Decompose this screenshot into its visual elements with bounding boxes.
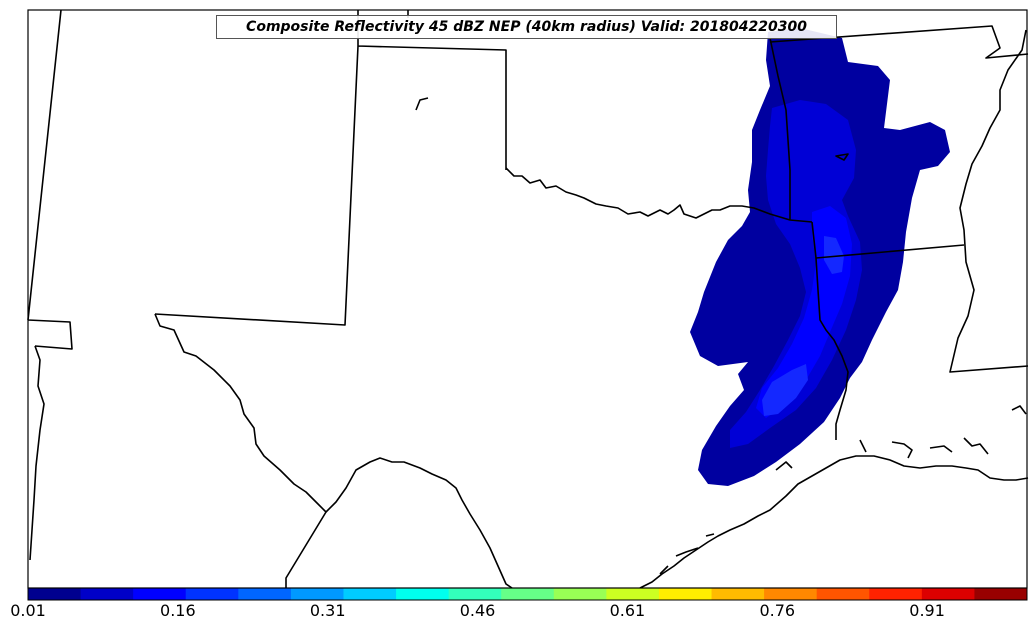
- gulf-coastline: [639, 455, 1029, 589]
- colorbar-segment: [553, 588, 607, 600]
- new-mexico-east-border: [154, 10, 507, 326]
- colorbar-segment: [343, 588, 397, 600]
- state-boundaries: [27, 9, 1029, 589]
- colorbar-segment: [28, 588, 82, 600]
- colorbar-segment: [133, 588, 187, 600]
- texas-west-border: [154, 313, 513, 589]
- map-title: Composite Reflectivity 45 dBZ NEP (40km …: [216, 15, 837, 39]
- probability-core-region: [762, 236, 844, 416]
- lake-marker-ar: [835, 153, 849, 161]
- mississippi-river: [949, 29, 1029, 373]
- colorbar-segment: [816, 588, 870, 600]
- arkansas-north-border: [769, 25, 1029, 59]
- colorbar-segment: [869, 588, 923, 600]
- colorbar-segment: [711, 588, 765, 600]
- colorbar-tick-label: 0.46: [459, 601, 496, 620]
- colorbar-tick-label: 0.91: [909, 601, 945, 620]
- lake-marker-nm: [415, 97, 429, 111]
- colorbar-segment: [921, 588, 975, 600]
- colorbar-segment: [448, 588, 502, 600]
- colorbar-tick-label: 0.31: [309, 601, 346, 620]
- colorbar-segment: [396, 588, 450, 600]
- colorbar: [27, 587, 1028, 601]
- new-mexico-border: [27, 9, 73, 350]
- colorbar-segment: [658, 588, 713, 600]
- colorbar-tick-label: 0.01: [10, 601, 46, 620]
- arkansas-west-border: [769, 37, 791, 220]
- probability-mid-region: [730, 100, 862, 448]
- coastal-islands: [659, 405, 1027, 575]
- chihuahua-border: [285, 511, 327, 588]
- oklahoma-red-river-border: [505, 167, 813, 223]
- mexico-border-west: [29, 345, 45, 561]
- colorbar-segment: [501, 588, 555, 600]
- arkansas-louisiana-border: [815, 244, 965, 259]
- colorbar-segment: [764, 588, 818, 600]
- colorbar-segment: [974, 588, 1028, 600]
- colorbar-tick-label: 0.61: [609, 601, 646, 620]
- colorbar-segment: [80, 588, 134, 600]
- colorbar-tick-label: 0.76: [759, 601, 796, 620]
- colorbar-tick-label: 0.16: [160, 601, 196, 620]
- map-frame: [27, 9, 1028, 589]
- colorbar-segment: [185, 588, 239, 600]
- texas-louisiana-border: [811, 221, 849, 440]
- colorbar-segment: [238, 588, 292, 600]
- colorbar-segment: [606, 588, 660, 600]
- colorbar-segment: [290, 588, 344, 600]
